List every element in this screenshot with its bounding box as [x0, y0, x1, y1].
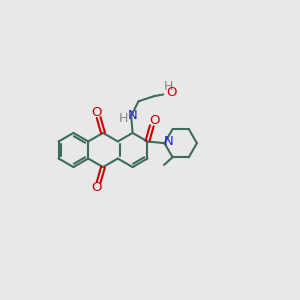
Text: H: H — [119, 112, 128, 125]
Text: O: O — [149, 114, 159, 127]
Text: O: O — [91, 106, 101, 119]
Text: N: N — [128, 109, 137, 122]
Text: H: H — [164, 80, 173, 93]
Text: N: N — [164, 135, 174, 148]
Text: O: O — [91, 181, 101, 194]
Text: O: O — [166, 85, 177, 99]
